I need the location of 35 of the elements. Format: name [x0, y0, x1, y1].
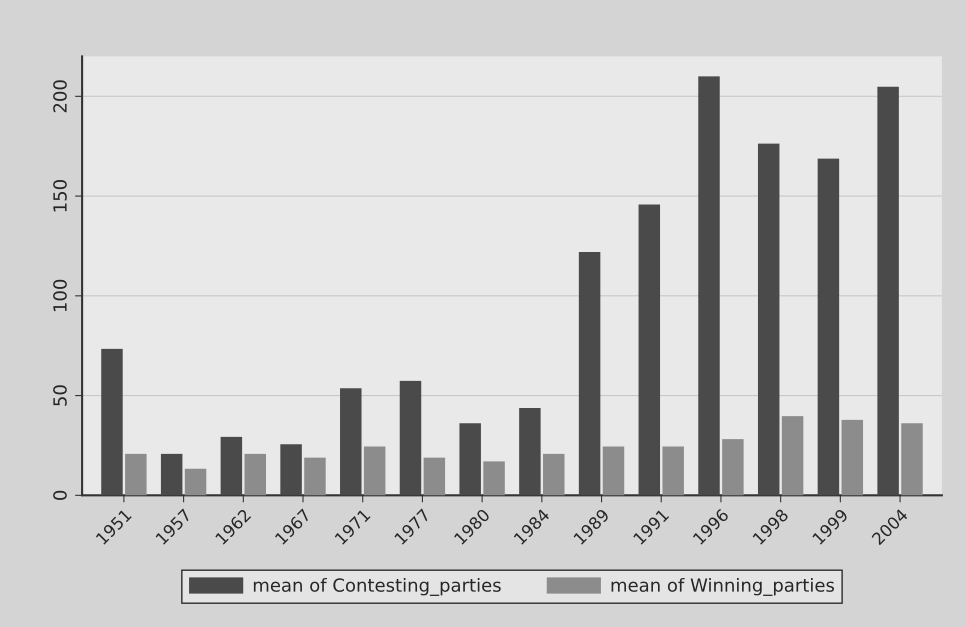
bar	[578, 252, 600, 496]
bar	[662, 446, 684, 496]
bar	[877, 86, 899, 496]
bar	[280, 444, 302, 496]
bar	[722, 439, 744, 496]
bar	[638, 204, 660, 496]
bar	[244, 454, 266, 496]
bar	[483, 461, 505, 496]
y-tick-label: 150	[53, 180, 67, 212]
y-tick-label: 200	[53, 80, 67, 112]
bar	[304, 458, 326, 496]
bar	[424, 458, 446, 496]
y-tick-label: 50	[53, 385, 67, 406]
bar	[758, 144, 780, 496]
bar	[220, 436, 242, 496]
bar	[160, 454, 182, 496]
bar	[101, 348, 123, 496]
bar	[698, 76, 720, 496]
bar	[519, 408, 541, 496]
bar	[364, 446, 386, 496]
bar	[782, 416, 804, 496]
y-tick-label: 100	[53, 280, 67, 312]
legend-label: mean of Winning_parties	[612, 578, 834, 596]
bar	[901, 423, 923, 496]
bar	[400, 380, 422, 496]
bar	[602, 446, 624, 496]
bar	[543, 454, 565, 496]
y-tick-label: 0	[53, 490, 67, 500]
bar	[340, 388, 362, 496]
bar	[459, 423, 481, 496]
bar	[184, 468, 206, 496]
bar	[125, 454, 147, 496]
bar	[818, 158, 840, 496]
bar	[842, 420, 864, 496]
legend-label: mean of Contesting_parties	[254, 578, 501, 596]
